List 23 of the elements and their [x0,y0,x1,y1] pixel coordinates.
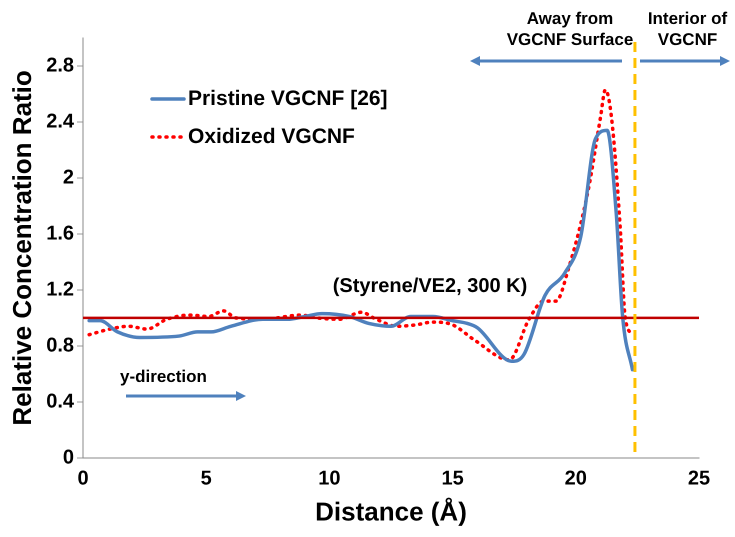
legend-label: Pristine VGCNF [26] [188,87,388,111]
annotation: Away from VGCNF Surface [506,8,634,50]
x-tick-label: 5 [200,467,212,490]
annotation: y-direction [120,366,208,387]
annotation: (Styrene/VE2, 300 K) [332,275,528,297]
y-tick-label: 0.4 [46,390,75,412]
x-tick-label: 20 [564,467,587,490]
x-tick-label: 25 [688,467,710,490]
y-tick-label: 2.8 [46,54,74,76]
x-tick-label: 10 [318,467,341,490]
annotation: Interior of VGCNF [646,8,728,50]
x-axis-title: Distance (Å) [315,496,467,527]
y-tick-label: 0.8 [46,334,74,356]
line-series [87,128,634,372]
legend-label: Oxidized VGCNF [188,125,355,149]
y-tick-label: 1.6 [46,222,74,244]
y-axis-title: Relative Concentration Ratio [6,70,37,426]
y-tick-label: 0 [62,446,74,468]
y-tick-label: 1.2 [46,278,74,300]
y-tick-label: 2.4 [46,110,75,132]
y-tick-label: 2 [62,166,74,188]
x-tick-label: 15 [441,467,464,490]
x-tick-label: 0 [77,467,89,490]
